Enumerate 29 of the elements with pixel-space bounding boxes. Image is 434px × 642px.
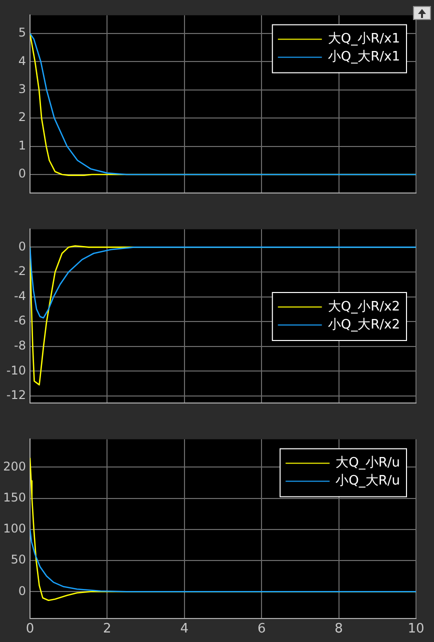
- y-tick-label: -10: [6, 363, 26, 378]
- y-tick-label: 5: [18, 26, 26, 40]
- y-tick-label: 0: [18, 584, 26, 598]
- y-tick-label: 0: [18, 239, 26, 254]
- x-tick-label: 2: [103, 622, 112, 637]
- y-tick-label: -8: [14, 338, 26, 353]
- legend-label: 小Q_大R/x1: [328, 50, 400, 65]
- y-tick-label: 3: [18, 82, 26, 96]
- x-tick-label: 8: [334, 622, 343, 637]
- x-tick-label: 4: [180, 622, 189, 637]
- y-tick-label: 50: [10, 552, 26, 567]
- x-tick-label: 6: [257, 622, 266, 637]
- legend-label: 大Q_小R/u: [336, 456, 400, 471]
- y-tick-label: -2: [14, 264, 26, 278]
- y-tick-label: 150: [3, 490, 26, 504]
- y-tick-label: 100: [3, 522, 26, 536]
- y-tick-label: -4: [14, 288, 26, 303]
- y-tick-label: 4: [18, 54, 26, 68]
- legend-label: 小Q_大R/x2: [328, 317, 400, 332]
- y-tick-label: 200: [3, 459, 26, 474]
- x-tick-label: 10: [408, 622, 424, 637]
- y-tick-label: -12: [6, 388, 26, 402]
- y-tick-label: 0: [18, 166, 26, 181]
- y-tick-label: -6: [14, 314, 26, 328]
- y-tick-label: 1: [18, 138, 26, 152]
- legend-label: 大Q_小R/x2: [328, 299, 400, 314]
- legend-label: 大Q_小R/x1: [328, 32, 400, 47]
- legend-label: 小Q_大R/u: [336, 474, 400, 489]
- y-tick-label: 2: [18, 110, 26, 124]
